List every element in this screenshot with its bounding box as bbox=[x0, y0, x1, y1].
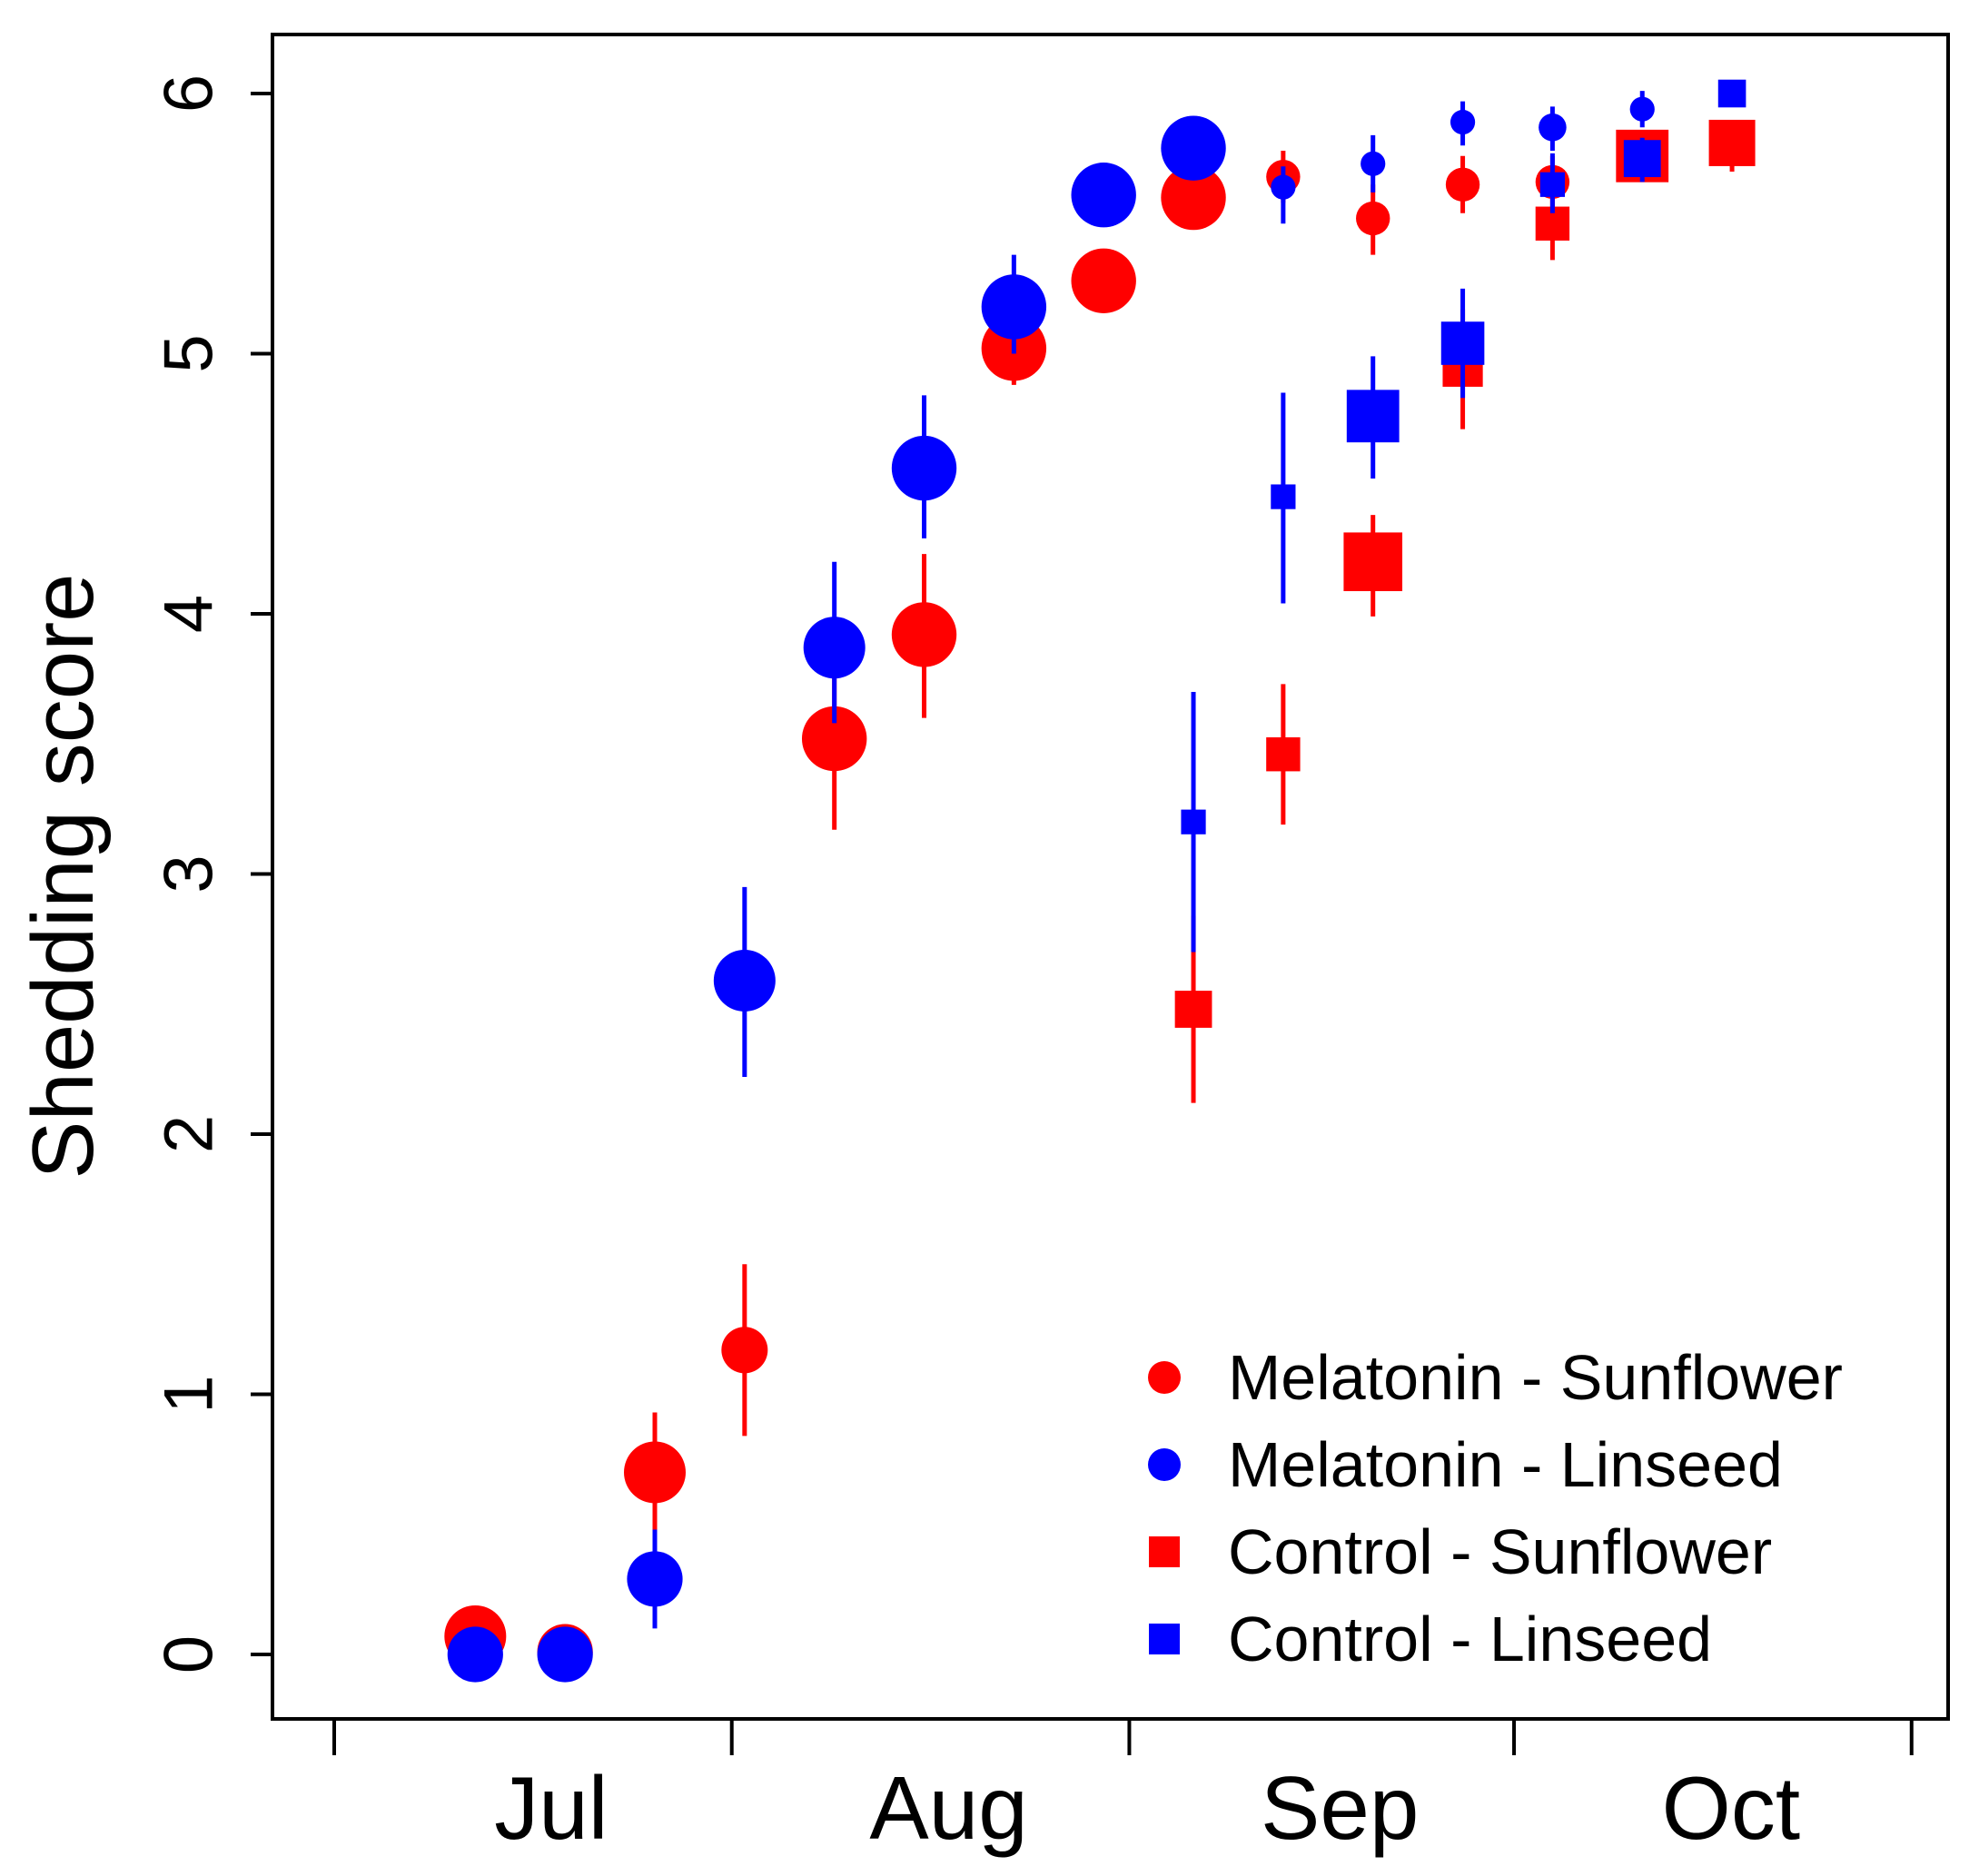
data-point bbox=[1361, 151, 1386, 176]
y-tick-label: 3 bbox=[151, 854, 228, 893]
data-point bbox=[1161, 164, 1226, 231]
legend-label: Control - Sunflower bbox=[1228, 1516, 1772, 1587]
x-tick-label-oct: Oct bbox=[1662, 1758, 1800, 1858]
legend-label: Melatonin - Sunflower bbox=[1228, 1342, 1843, 1413]
data-point bbox=[1450, 109, 1476, 135]
y-tick-label: 4 bbox=[151, 595, 228, 633]
legend-marker-circle bbox=[1148, 1448, 1181, 1481]
data-point bbox=[1161, 115, 1226, 181]
x-tick-label-sep: Sep bbox=[1261, 1758, 1419, 1858]
data-point bbox=[1271, 484, 1296, 509]
legend: Melatonin - Sunflower Melatonin - Linseed… bbox=[1148, 1342, 1843, 1674]
y-tick-label: 1 bbox=[151, 1375, 228, 1413]
data-point bbox=[1539, 113, 1567, 142]
data-point bbox=[1343, 532, 1403, 591]
legend-marker-circle bbox=[1148, 1361, 1181, 1394]
legend-label: Control - Linseed bbox=[1228, 1604, 1712, 1674]
data-point bbox=[1174, 991, 1212, 1028]
data-point bbox=[981, 274, 1047, 340]
data-point bbox=[891, 602, 957, 667]
data-point bbox=[624, 1441, 686, 1504]
legend-label: Melatonin - Linseed bbox=[1228, 1429, 1783, 1500]
x-tick-label-jul: Jul bbox=[494, 1758, 608, 1858]
data-point bbox=[1271, 174, 1296, 200]
legend-item: Control - Sunflower bbox=[1149, 1516, 1772, 1587]
y-tick-label: 0 bbox=[151, 1635, 228, 1674]
data-point bbox=[1266, 737, 1301, 772]
legend-item: Melatonin - Linseed bbox=[1148, 1429, 1783, 1500]
data-point bbox=[1440, 321, 1485, 365]
x-ticks: Jul Aug Sep Oct bbox=[332, 1719, 1914, 1858]
y-axis: 0 1 2 3 4 5 6 bbox=[151, 74, 274, 1674]
data-point bbox=[627, 1551, 683, 1607]
y-tick-label: 6 bbox=[151, 74, 228, 113]
data-point bbox=[1717, 79, 1746, 108]
legend-marker-square bbox=[1149, 1536, 1180, 1567]
data-point bbox=[1181, 809, 1206, 834]
y-tick-label: 5 bbox=[151, 334, 228, 372]
y-axis-label: Shedding score bbox=[15, 573, 112, 1179]
data-point bbox=[1356, 201, 1390, 236]
data-point bbox=[803, 617, 866, 679]
series-control-sunflower bbox=[1174, 119, 1756, 1103]
x-axis: Jul Aug Sep Oct bbox=[332, 1717, 1914, 1858]
data-point bbox=[721, 1327, 768, 1374]
series-control-linseed bbox=[1181, 79, 1746, 953]
data-point bbox=[1708, 119, 1756, 166]
data-point bbox=[537, 1626, 593, 1683]
legend-item: Control - Linseed bbox=[1149, 1604, 1712, 1674]
x-tick-label-aug: Aug bbox=[869, 1758, 1027, 1858]
y-tick-label: 2 bbox=[151, 1115, 228, 1153]
data-point bbox=[1445, 167, 1480, 202]
data-point bbox=[1071, 163, 1136, 228]
data-point bbox=[801, 706, 867, 772]
legend-marker-square bbox=[1149, 1624, 1180, 1654]
data-point bbox=[1071, 248, 1136, 313]
data-point bbox=[1346, 390, 1400, 443]
data-point bbox=[1629, 96, 1655, 122]
data-point bbox=[447, 1626, 503, 1683]
legend-item: Melatonin - Sunflower bbox=[1148, 1342, 1843, 1413]
data-marks bbox=[444, 79, 1756, 1683]
data-point bbox=[1539, 172, 1565, 197]
series-melatonin-linseed bbox=[447, 81, 1745, 1683]
data-point bbox=[891, 435, 957, 501]
data-point bbox=[713, 949, 776, 1012]
data-point bbox=[1623, 140, 1661, 178]
